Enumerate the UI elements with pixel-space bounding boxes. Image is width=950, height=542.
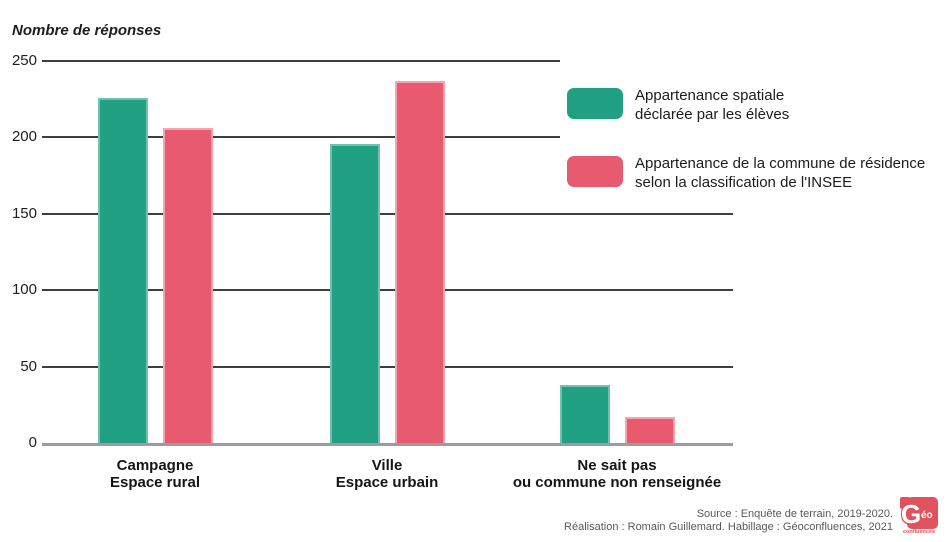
source-line-2: Réalisation : Romain Guillemard. Habilla… (564, 520, 893, 533)
x-category-label-1: Campagne Espace rural (5, 457, 305, 491)
x-category-label-3: Ne sait pas ou commune non renseignée (467, 457, 767, 491)
gridline-150 (42, 212, 733, 215)
legend-label-line: déclarée par les élèves (635, 106, 790, 123)
bar-classification-insee-group3 (625, 417, 675, 443)
y-tick-label-150: 150 (11, 204, 37, 222)
y-tick-label-100: 100 (11, 281, 37, 299)
x-category-label-line: Ne sait pas (577, 457, 657, 474)
x-category-label-2: Ville Espace urbain (237, 457, 537, 491)
legend-swatch (567, 156, 623, 187)
x-category-label-line: Espace urbain (335, 473, 439, 491)
legend-label: Appartenance spatiale déclarée par les él… (635, 86, 950, 124)
logo-eo-text: éo (921, 510, 933, 521)
geoconfluences-logo: G éo confluences (900, 497, 938, 538)
logo-red-square (907, 497, 938, 529)
x-category-label-line: ou commune non renseignée (512, 473, 722, 491)
bar-declaree-eleves-group3 (560, 384, 610, 443)
y-tick-label-200: 200 (11, 128, 37, 146)
y-tick-label-50: 50 (20, 357, 37, 375)
gridline-200 (42, 136, 560, 139)
legend-label-line: selon la classification de l'INSEE (635, 174, 853, 191)
x-axis-line (42, 443, 733, 446)
legend-swatch (567, 88, 623, 119)
y-tick-label-250: 250 (11, 52, 37, 69)
source-line-1: Source : Enquête de terrain, 2019-2020. (696, 508, 893, 520)
chart-title: Nombre de réponses (12, 22, 162, 39)
x-category-label-line: Ville (371, 457, 403, 474)
bar-declaree-eleves-group2 (330, 143, 380, 443)
logo-red-corner (900, 497, 910, 509)
legend-label-line: Appartenance spatiale (635, 87, 785, 104)
gridline-250 (42, 60, 560, 62)
gridline-50 (42, 365, 733, 368)
x-category-label-line: Espace rural (109, 473, 201, 491)
bar-classification-insee-group2 (395, 80, 445, 443)
logo-confluences-text: confluences (902, 529, 936, 535)
bar-classification-insee-group1 (163, 128, 213, 443)
logo-g-letter: G (901, 499, 922, 529)
legend-label-line: Appartenance de la commune de résidence (635, 155, 926, 172)
legend-label: Appartenance de la commune de résidence s… (635, 154, 950, 192)
source-credit: Source : Enquête de terrain, 2019-2020. … (564, 508, 893, 533)
y-tick-label-0: 0 (28, 434, 37, 451)
x-category-label-line: Campagne (116, 457, 194, 474)
bar-declaree-eleves-group1 (98, 97, 148, 443)
gridline-100 (42, 289, 733, 292)
